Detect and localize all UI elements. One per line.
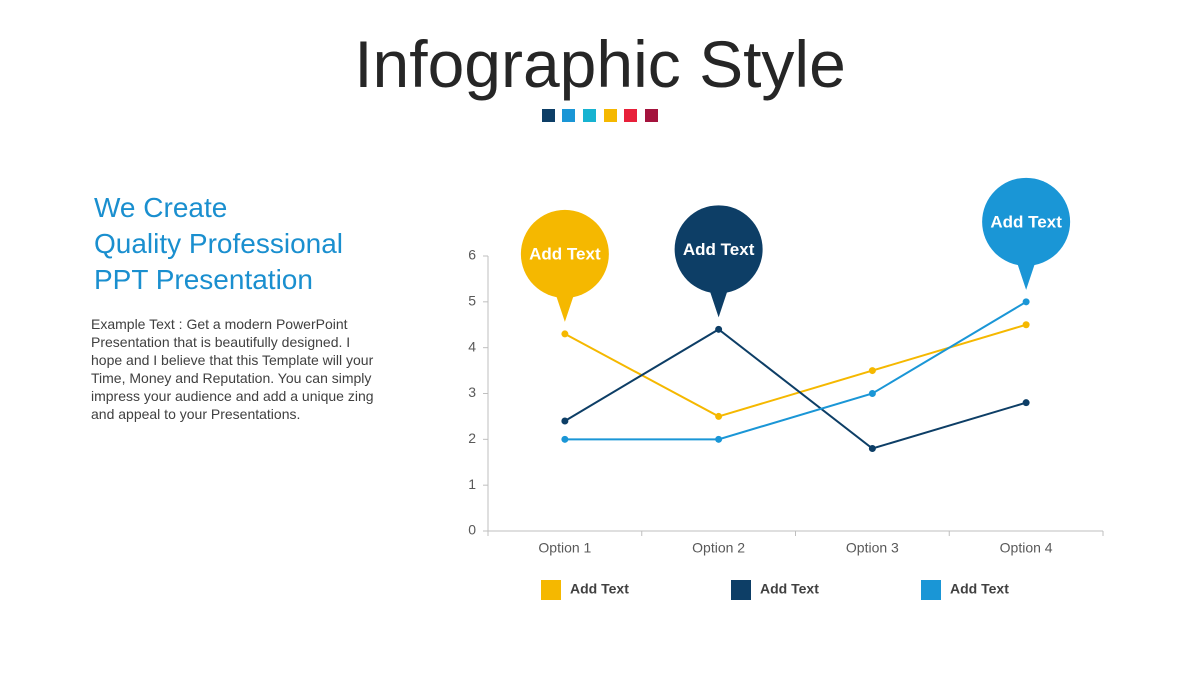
y-tick-label: 4 bbox=[468, 338, 476, 354]
heading-line: PPT Presentation bbox=[94, 264, 313, 295]
x-tick-label: Option 3 bbox=[846, 540, 899, 556]
swatch bbox=[542, 109, 555, 122]
swatch bbox=[583, 109, 596, 122]
callout-bubble bbox=[982, 177, 1071, 266]
heading-line: Quality Professional bbox=[94, 228, 344, 259]
legend-label: Add Text bbox=[570, 581, 629, 597]
heading: We Create Quality Professional PPT Prese… bbox=[94, 190, 343, 298]
swatch bbox=[645, 109, 658, 122]
data-point bbox=[868, 390, 876, 397]
callout-bubble bbox=[1017, 262, 1036, 290]
x-tick-label: Option 1 bbox=[538, 540, 591, 556]
callout-text: Add Text bbox=[529, 244, 601, 263]
y-tick-label: 1 bbox=[468, 476, 476, 492]
legend-swatch bbox=[921, 580, 941, 600]
legend-swatch bbox=[731, 580, 751, 600]
y-tick-label: 6 bbox=[468, 247, 476, 263]
callout-text: Add Text bbox=[990, 212, 1062, 231]
legend-swatch bbox=[541, 580, 561, 600]
swatch bbox=[624, 109, 637, 122]
swatch bbox=[562, 109, 575, 122]
series-line bbox=[564, 300, 1027, 441]
data-point bbox=[1022, 399, 1030, 407]
slide-title: Infographic Style bbox=[354, 27, 846, 101]
series-line bbox=[564, 323, 1027, 418]
callout-bubble bbox=[555, 294, 574, 322]
legend-label: Add Text bbox=[760, 581, 819, 597]
legend-label: Add Text bbox=[950, 581, 1009, 597]
data-point bbox=[561, 435, 569, 443]
x-tick-label: Option 2 bbox=[692, 540, 745, 556]
y-tick-label: 0 bbox=[468, 522, 476, 538]
color-strip bbox=[542, 109, 658, 122]
y-tick-label: 2 bbox=[468, 430, 476, 446]
callout-bubble bbox=[674, 205, 763, 294]
data-point bbox=[561, 330, 569, 338]
data-point bbox=[1022, 321, 1030, 329]
callout-bubble bbox=[520, 209, 609, 298]
data-point bbox=[868, 367, 876, 375]
callout-text: Add Text bbox=[683, 240, 755, 259]
x-tick-label: Option 4 bbox=[1000, 540, 1053, 556]
data-point bbox=[1022, 298, 1030, 306]
data-point bbox=[715, 325, 723, 333]
body-text: Example Text : Get a modern PowerPoint P… bbox=[91, 316, 374, 422]
data-point bbox=[715, 435, 723, 443]
data-point bbox=[561, 417, 569, 425]
y-tick-label: 3 bbox=[468, 384, 476, 400]
series-line bbox=[564, 328, 1027, 450]
y-tick-label: 5 bbox=[468, 293, 476, 309]
callout-bubble bbox=[709, 290, 728, 318]
data-point bbox=[868, 445, 876, 452]
swatch bbox=[604, 109, 617, 122]
heading-line: We Create bbox=[94, 192, 228, 223]
data-point bbox=[715, 412, 723, 420]
